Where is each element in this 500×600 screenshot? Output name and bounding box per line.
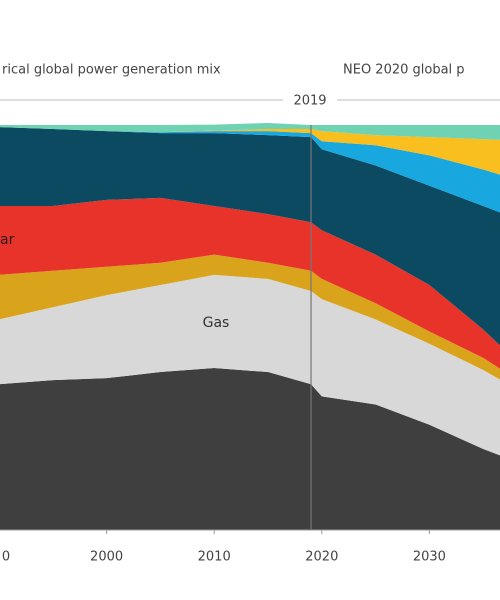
area — [0, 274, 500, 456]
area-label: ar — [0, 232, 15, 248]
x-tick-label: 2010 — [198, 550, 231, 565]
area — [0, 127, 500, 213]
x-tick-label: 2000 — [90, 550, 123, 565]
area — [0, 122, 500, 140]
area — [0, 197, 500, 369]
area — [0, 368, 500, 530]
chart-title: rical global power generation mix — [2, 63, 221, 78]
chart-subtitle: NEO 2020 global p — [343, 63, 465, 78]
x-tick-label: 2030 — [413, 550, 446, 565]
area-label: Gas — [203, 315, 230, 331]
area — [0, 127, 500, 346]
area — [0, 254, 500, 380]
x-tick-label: 0 — [2, 550, 10, 565]
marker-label: 2019 — [293, 94, 326, 109]
area — [0, 127, 500, 175]
x-tick-label: 2020 — [305, 550, 338, 565]
